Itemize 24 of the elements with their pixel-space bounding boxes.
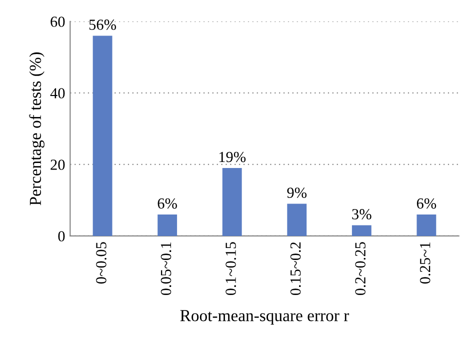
bar (287, 204, 307, 236)
data-label: 19% (219, 152, 246, 162)
y-tick-label: 20 (50, 160, 65, 170)
data-label: 9% (287, 188, 307, 198)
x-tick-label: 0~0.05 (96, 242, 106, 284)
x-tick-label: 0.1~0.15 (226, 242, 236, 296)
data-label: 6% (416, 198, 436, 209)
x-tick-label: 0.2~0.25 (355, 242, 366, 296)
x-tick-label: 0.25~1 (420, 242, 430, 284)
y-tick-label: 0 (58, 231, 65, 242)
x-tick-label: 0.05~0.1 (160, 242, 172, 296)
bar (222, 168, 242, 236)
bar (158, 214, 178, 236)
bar (92, 36, 112, 236)
bar (416, 214, 436, 236)
x-tick-label: 0.15~0.2 (290, 242, 301, 296)
bar (352, 225, 372, 236)
y-tick-label: 60 (50, 16, 65, 27)
y-tick-label: 40 (50, 88, 65, 98)
data-label: 6% (158, 198, 177, 209)
x-axis-title: Root-mean-square error r (180, 310, 350, 325)
data-label: 3% (352, 209, 372, 220)
data-label: 56% (89, 20, 116, 30)
y-axis-title: Percentage of tests (%) (29, 52, 44, 206)
